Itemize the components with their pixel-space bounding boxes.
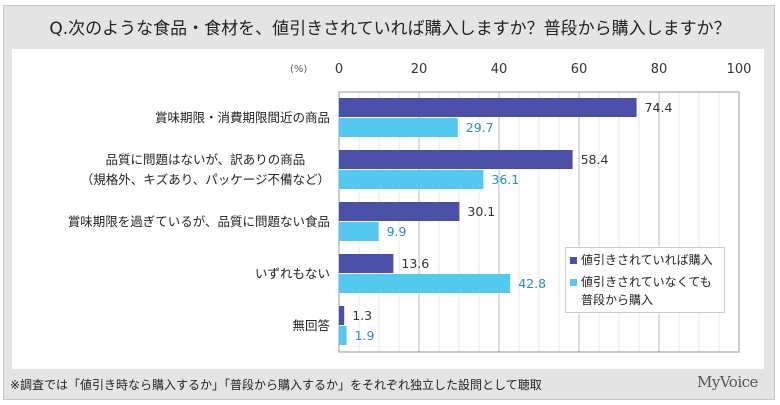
x-tick-label: 40 xyxy=(490,62,508,77)
bar-regular xyxy=(339,222,379,241)
data-label: 1.3 xyxy=(352,308,373,323)
x-tick-label: 0 xyxy=(334,62,344,77)
bar-discount xyxy=(339,306,345,325)
category-label: 無回答 xyxy=(292,316,330,336)
category-label-line: 賞味期限を過ぎているが、品質に問題ない食品 xyxy=(67,214,330,229)
x-tick-label: 80 xyxy=(650,62,668,77)
legend-label: 値引きされていれば購入 xyxy=(581,253,713,267)
x-tick-label: 20 xyxy=(410,62,428,77)
category-label: 賞味期限・消費期限間近の商品 xyxy=(155,108,330,128)
category-label: 品質に問題はないが、訳ありの商品 （規格外、キズあり、パッケージ不備など） xyxy=(81,150,330,190)
category-label: 賞味期限を過ぎているが、品質に問題ない食品 xyxy=(68,212,330,232)
legend-label: 値引きされていなくても xyxy=(581,275,712,289)
data-label: 9.9 xyxy=(386,224,407,239)
data-label: 29.7 xyxy=(465,120,494,135)
data-label: 1.9 xyxy=(354,328,375,343)
bar-discount xyxy=(339,98,637,117)
bar-regular xyxy=(339,118,458,137)
legend-label: 普段から購入 xyxy=(581,293,654,307)
bar-discount xyxy=(339,150,573,169)
data-label: 74.4 xyxy=(644,100,673,115)
bar-discount xyxy=(339,254,394,273)
data-label: 58.4 xyxy=(580,152,609,167)
bar-regular xyxy=(339,326,347,345)
data-label: 36.1 xyxy=(491,172,520,187)
data-label: 42.8 xyxy=(518,276,547,291)
category-label-line: いずれもない xyxy=(254,266,330,281)
category-label: いずれもない xyxy=(255,264,330,284)
bar-regular xyxy=(339,274,511,293)
legend: 値引きされていれば購入 値引きされていなくても 普段から購入 xyxy=(565,247,725,313)
chart-title: Q.次のような食品・食材を、値引きされていれば購入しますか？普段から購入しますか… xyxy=(49,19,731,39)
footnote: ※調査では「値引き時なら購入するか」「普段から購入するか」をそれぞれ独立した設問… xyxy=(10,378,542,392)
category-label-line: 賞味期限・消費期限間近の商品 xyxy=(154,110,330,125)
x-tick-label: 100 xyxy=(726,62,752,77)
data-label: 30.1 xyxy=(467,204,496,219)
myvoice-logo: MyVoice xyxy=(697,373,758,391)
legend-swatch xyxy=(570,257,577,264)
x-tick-label: 60 xyxy=(570,62,588,77)
category-label-line: （規格外、キズあり、パッケージ不備など） xyxy=(80,172,330,187)
legend-item: 値引きされていれば購入 xyxy=(570,251,720,269)
bar-regular xyxy=(339,170,484,189)
legend-swatch xyxy=(570,279,577,286)
bar-discount xyxy=(339,202,460,221)
legend-item: 値引きされていなくても 普段から購入 xyxy=(570,273,720,309)
unit-label: (%) xyxy=(290,64,308,75)
data-label: 13.6 xyxy=(401,256,430,271)
category-label-line: 品質に問題はないが、訳ありの商品 xyxy=(105,152,306,167)
category-label-line: 無回答 xyxy=(292,318,330,333)
